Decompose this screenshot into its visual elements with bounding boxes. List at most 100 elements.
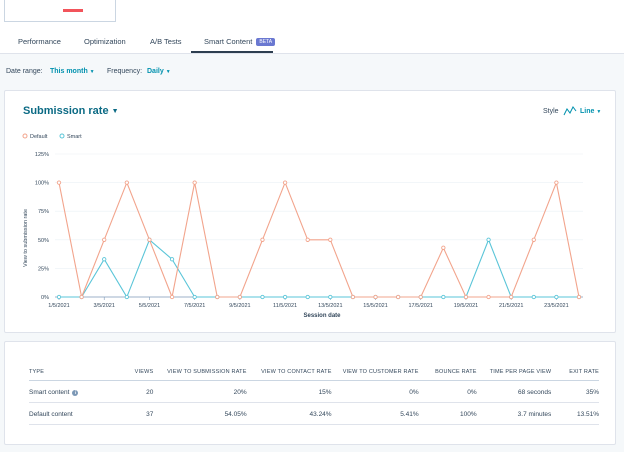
data-point-default — [237, 294, 243, 300]
x-tick-label: 7/5/2021 — [184, 303, 205, 309]
cell-customer-rate: 5.41% — [331, 402, 419, 425]
cell-contact-rate: 43.24% — [246, 402, 332, 425]
data-point-smart — [305, 294, 310, 300]
data-point-default — [463, 294, 469, 300]
data-point-smart — [192, 294, 197, 300]
metric-dropdown[interactable]: Submission rate ▼ — [23, 105, 119, 117]
col-header-time-per-page-view[interactable]: TIME PER PAGE VIEW — [476, 364, 552, 381]
chart-grid — [55, 153, 583, 298]
chevron-down-icon: ▼ — [596, 109, 602, 115]
col-header-customer-rate[interactable]: VIEW TO CUSTOMER RATE — [331, 364, 419, 381]
cell-bounce-rate: 100% — [418, 402, 477, 425]
data-point-smart — [124, 294, 129, 300]
y-tick-label: 75% — [38, 209, 49, 215]
y-tick-label: 0% — [41, 295, 49, 301]
data-point-smart — [282, 294, 288, 300]
data-point-default — [350, 294, 356, 300]
frequency-dropdown[interactable]: Daily ▼ — [147, 68, 171, 75]
data-point-default — [282, 180, 288, 185]
y-tick-label: 50% — [38, 238, 49, 244]
cell-submission-rate: 54.05% — [153, 402, 247, 425]
y-axis-ticks: 0% 25% 50% 75% 100% 125% — [35, 152, 49, 301]
cell-type: Smart content i — [29, 380, 123, 403]
x-tick-label: 3/5/2021 — [94, 303, 115, 309]
chart-points — [56, 180, 582, 300]
data-point-default — [486, 294, 491, 300]
col-header-submission-rate[interactable]: VIEW TO SUBMISSION RATE — [153, 364, 247, 381]
data-point-default — [328, 237, 333, 242]
data-point-default — [147, 237, 152, 242]
data-point-smart — [531, 294, 536, 300]
table-header-row: TYPE VIEWS VIEW TO SUBMISSION RATE VIEW … — [29, 364, 599, 381]
date-range-dropdown[interactable]: This month ▼ — [50, 68, 95, 75]
chart-title: Submission rate — [23, 105, 109, 117]
x-tick-label: 23/5/2021 — [544, 303, 568, 309]
data-point-default — [554, 180, 559, 185]
preview-strip — [0, 0, 624, 30]
data-point-default — [441, 245, 446, 250]
data-point-smart — [441, 294, 446, 300]
x-tick-label: 1/5/2021 — [48, 303, 69, 309]
cell-contact-rate: 15% — [246, 380, 332, 403]
chart-card: Submission rate ▼ Style Line ▼ Default Sma… — [4, 90, 616, 333]
data-point-default — [124, 180, 129, 185]
date-range-label: Date range: — [6, 68, 43, 75]
x-tick-label: 5/5/2021 — [139, 303, 160, 309]
data-point-smart — [486, 237, 491, 242]
cell-exit-rate: 13.51% — [551, 402, 599, 425]
legend-marker-default — [22, 133, 28, 139]
line-chart: Default Smart 0% 25% 50% 75% 100% 125% 1/5/202… — [22, 133, 583, 319]
tab-optimization[interactable]: Optimization — [84, 37, 126, 46]
stats-table-card: TYPE VIEWS VIEW TO SUBMISSION RATE VIEW … — [4, 341, 616, 445]
col-header-exit-rate[interactable]: EXIT RATE — [551, 364, 599, 381]
tab-smart-content[interactable]: Smart Content BETA — [204, 37, 276, 46]
line-chart-style-icon[interactable] — [563, 105, 577, 117]
x-axis-label: Session date — [303, 313, 341, 319]
x-axis-ticks: 1/5/2021 3/5/2021 5/5/2021 7/5/2021 9/5/2021… — [48, 297, 569, 309]
chart-legend: Default Smart — [22, 133, 82, 140]
data-point-smart — [260, 294, 265, 300]
frequency-label: Frequency: — [107, 68, 143, 75]
cell-views: 20 — [122, 380, 154, 403]
data-point-default — [102, 237, 107, 242]
cell-exit-rate: 35% — [551, 380, 599, 403]
table-row: Default content 37 54.05% 43.24% 5.41% 1… — [29, 402, 599, 425]
tab-ab-tests[interactable]: A/B Tests — [150, 37, 182, 46]
x-tick-label: 15/5/2021 — [363, 303, 387, 309]
row-type-label: Smart content — [29, 389, 70, 396]
frequency-value: Daily — [147, 68, 164, 75]
tab-smart-content-label: Smart Content — [204, 37, 253, 46]
data-point-default — [509, 294, 514, 300]
series-line-smart — [59, 238, 579, 299]
style-value: Line — [580, 108, 595, 115]
col-header-contact-rate[interactable]: VIEW TO CONTACT RATE — [246, 364, 332, 381]
style-dropdown[interactable]: Line ▼ — [580, 108, 601, 115]
col-header-bounce-rate[interactable]: BOUNCE RATE — [418, 364, 477, 381]
y-tick-label: 125% — [35, 152, 49, 158]
data-point-default — [169, 294, 175, 300]
style-label: Style — [543, 108, 559, 115]
data-point-default — [531, 237, 536, 242]
info-icon[interactable]: i — [72, 390, 79, 396]
y-axis-label: View to submission rate — [23, 209, 29, 267]
cell-customer-rate: 0% — [331, 380, 419, 403]
data-point-smart — [102, 257, 107, 262]
cell-bounce-rate: 0% — [418, 380, 477, 403]
cell-time-per-page-view: 68 seconds — [476, 380, 552, 403]
data-point-default — [373, 294, 378, 300]
col-header-views[interactable]: VIEWS — [122, 364, 154, 381]
col-header-type[interactable]: TYPE — [29, 364, 123, 381]
y-tick-label: 25% — [38, 266, 49, 272]
page-thumbnail[interactable] — [4, 0, 116, 22]
x-tick-label: 19/5/2021 — [454, 303, 478, 309]
y-tick-label: 100% — [35, 181, 49, 187]
legend-label-smart: Smart — [67, 134, 82, 140]
series-line-default — [58, 180, 580, 299]
data-point-smart — [554, 294, 559, 300]
data-point-default — [56, 180, 62, 185]
tab-performance[interactable]: Performance — [18, 37, 61, 46]
cell-submission-rate: 20% — [153, 380, 247, 403]
chevron-down-icon: ▼ — [89, 69, 95, 75]
cell-time-per-page-view: 3.7 minutes — [476, 402, 552, 425]
data-point-default — [395, 294, 401, 300]
